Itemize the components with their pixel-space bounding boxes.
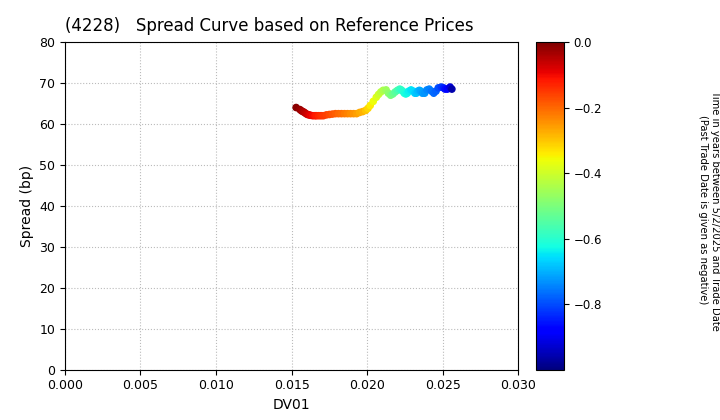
Point (421, 87, 433, 93)
Point (405, 87, 417, 93)
Point (436, 84, 447, 90)
Point (305, 112, 316, 119)
Point (426, 88, 437, 94)
Point (385, 92, 397, 99)
Point (417, 90, 428, 97)
Point (336, 110, 347, 117)
Point (318, 112, 329, 119)
Point (311, 112, 323, 119)
Point (423, 86, 435, 92)
Point (307, 112, 318, 119)
Point (397, 88, 408, 94)
Point (439, 86, 451, 92)
Point (375, 89, 387, 95)
Point (377, 87, 389, 94)
Point (351, 110, 362, 117)
Point (320, 112, 332, 118)
Y-axis label: Spread (bp): Spread (bp) (19, 165, 34, 247)
Point (395, 87, 407, 93)
Point (408, 88, 419, 94)
Point (433, 84, 444, 91)
Point (367, 98, 379, 105)
Point (354, 109, 365, 116)
Point (438, 84, 449, 91)
Point (431, 88, 442, 94)
Point (310, 112, 321, 119)
Point (345, 110, 356, 117)
Point (364, 102, 376, 109)
Point (327, 111, 338, 118)
Point (415, 88, 427, 94)
Point (409, 90, 420, 97)
X-axis label: DV01: DV01 (273, 398, 310, 412)
Point (324, 111, 336, 118)
Point (412, 88, 423, 94)
Point (387, 91, 399, 97)
Point (362, 105, 374, 112)
Point (294, 106, 306, 113)
Point (360, 107, 372, 114)
Point (296, 108, 307, 114)
Point (338, 110, 350, 117)
Point (297, 108, 309, 115)
Point (300, 110, 312, 117)
Text: Time in years between 5/2/2025 and Trade Date
(Past Trade Date is given as negat: Time in years between 5/2/2025 and Trade… (698, 89, 720, 331)
Point (330, 110, 341, 117)
Point (398, 90, 410, 97)
Point (302, 111, 313, 118)
Point (315, 112, 327, 119)
Point (373, 91, 384, 98)
Point (410, 90, 422, 97)
Point (444, 84, 456, 90)
Point (441, 86, 453, 92)
Text: (4228)   Spread Curve based on Reference Prices: (4228) Spread Curve based on Reference P… (65, 17, 474, 35)
Point (348, 110, 359, 117)
Point (303, 112, 315, 118)
Point (382, 90, 394, 97)
Point (446, 86, 458, 92)
Point (428, 90, 439, 97)
Point (402, 90, 413, 97)
Point (299, 109, 310, 116)
Point (394, 86, 405, 92)
Point (390, 89, 401, 95)
Point (290, 104, 302, 111)
Point (342, 110, 354, 117)
Point (371, 94, 382, 101)
Point (419, 90, 431, 97)
Point (392, 87, 403, 94)
Point (380, 87, 392, 93)
Point (400, 91, 412, 97)
Point (413, 87, 425, 94)
Point (403, 88, 415, 94)
Point (313, 112, 325, 119)
Point (333, 110, 344, 117)
Point (357, 108, 369, 115)
